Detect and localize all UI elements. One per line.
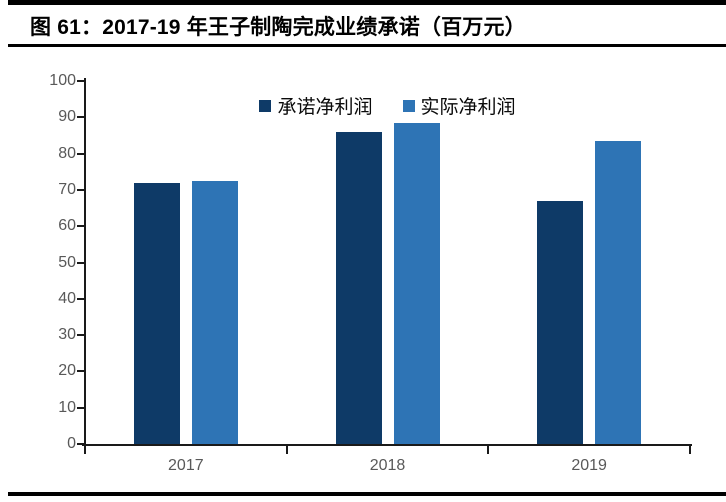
legend-item: 实际净利润 — [402, 92, 516, 119]
y-tick-mark — [77, 152, 84, 155]
bar-承诺净利润-2018 — [335, 131, 382, 444]
y-tick-label: 90 — [58, 108, 76, 126]
x-tick-label: 2018 — [369, 457, 406, 474]
bar-chart: 承诺净利润 实际净利润 0 10 20 30 40 50 60 70 80 90 100 2017 201… — [0, 50, 726, 490]
bar-承诺净利润-2019 — [537, 200, 584, 444]
bottom-rule — [8, 492, 726, 496]
bar-实际净利润-2018 — [393, 122, 440, 444]
y-tick-mark — [77, 297, 84, 300]
bar-承诺净利润-2017 — [133, 182, 180, 444]
x-tick-mark — [487, 444, 490, 454]
y-tick-mark — [77, 80, 84, 82]
legend-swatch — [402, 99, 415, 112]
y-tick-label: 10 — [58, 398, 76, 416]
y-tick-mark — [77, 261, 84, 264]
x-tick-mark — [84, 444, 86, 454]
y-tick-mark — [77, 188, 84, 191]
y-tick-mark — [77, 406, 84, 409]
y-tick-label: 40 — [58, 289, 76, 307]
x-tick-label: 2017 — [168, 457, 204, 474]
figure-title: 图 61：2017-19 年王子制陶完成业绩承诺（百万元） — [30, 16, 526, 39]
title-divider-rule — [8, 44, 726, 47]
y-tick-label: 30 — [58, 326, 76, 344]
y-tick-label: 60 — [58, 217, 76, 235]
y-tick-mark — [77, 334, 84, 337]
legend-label: 承诺净利润 — [277, 97, 373, 118]
x-tick-label: 2019 — [571, 457, 607, 474]
y-tick-label: 70 — [58, 180, 76, 198]
y-tick-label: 0 — [67, 435, 76, 452]
y-tick-mark — [77, 443, 84, 445]
y-tick-mark — [77, 116, 84, 119]
y-axis-line — [84, 78, 86, 446]
bar-实际净利润-2019 — [595, 140, 642, 444]
top-rule — [8, 0, 726, 5]
y-tick-mark — [77, 225, 84, 228]
y-tick-label: 50 — [58, 253, 76, 271]
chart-legend: 承诺净利润 实际净利润 — [85, 92, 690, 119]
legend-item: 承诺净利润 — [259, 92, 373, 119]
y-tick-label: 80 — [58, 144, 76, 162]
x-axis-line — [82, 444, 692, 446]
legend-swatch — [259, 99, 272, 112]
legend-label: 实际净利润 — [420, 97, 516, 118]
x-tick-mark — [285, 444, 288, 454]
y-tick-label: 20 — [58, 362, 76, 380]
x-tick-mark — [689, 444, 691, 454]
y-tick-mark — [77, 370, 84, 373]
y-tick-label: 100 — [49, 72, 76, 89]
bar-实际净利润-2017 — [191, 180, 238, 444]
